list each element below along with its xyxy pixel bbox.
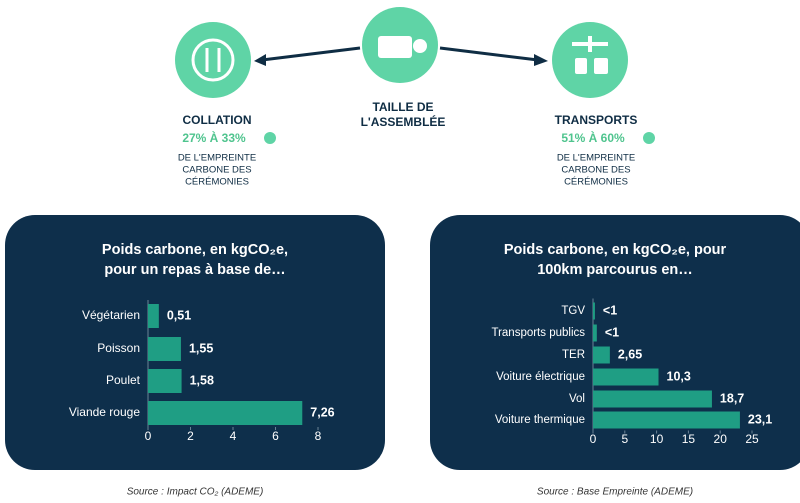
x-tick-label: 2 xyxy=(187,429,194,443)
category-label: Poisson xyxy=(97,341,140,355)
source: Source : Base Empreinte (ADEME) xyxy=(537,487,693,498)
chart-title: pour un repas à base de… xyxy=(104,262,285,278)
value-label: 23,1 xyxy=(748,412,772,426)
bar xyxy=(148,304,159,328)
value-label: 10,3 xyxy=(667,369,691,383)
category-label: Poulet xyxy=(106,373,141,387)
category-label: Transports publics xyxy=(491,327,585,339)
chart-title: 100km parcourus en… xyxy=(537,262,693,278)
bar xyxy=(593,411,740,429)
header-description: CÉRÉMONIES xyxy=(185,177,249,188)
x-tick-label: 6 xyxy=(272,429,279,443)
x-tick-label: 4 xyxy=(230,429,237,443)
bar xyxy=(593,368,659,386)
value-label: <1 xyxy=(605,325,619,339)
header-description: CARBONE DES xyxy=(561,165,630,176)
chart-title: Poids carbone, en kgCO₂e, xyxy=(102,242,288,258)
source: Source : Impact CO₂ (ADEME) xyxy=(127,487,264,498)
category-label: Viande rouge xyxy=(69,405,141,419)
category-label: Vol xyxy=(569,393,585,405)
x-tick-label: 20 xyxy=(714,432,728,446)
header-title: COLLATION xyxy=(182,113,251,127)
x-tick-label: 10 xyxy=(650,432,664,446)
header-description: DE L'EMPREINTE xyxy=(557,153,635,164)
category-label: Voiture thermique xyxy=(495,414,585,426)
train-icon xyxy=(575,58,587,74)
value-label: 2,65 xyxy=(618,347,642,361)
header-title: TRANSPORTS xyxy=(555,113,638,127)
people-icon xyxy=(413,39,427,53)
bar xyxy=(593,302,595,320)
header-title: L'ASSEMBLÉE xyxy=(361,114,446,129)
bar xyxy=(593,346,610,364)
value-label: 18,7 xyxy=(720,391,744,405)
table-icon xyxy=(378,36,412,58)
arrow-head xyxy=(254,54,266,66)
x-tick-label: 0 xyxy=(590,432,597,446)
category-label: TER xyxy=(562,349,585,361)
value-label: 1,58 xyxy=(190,373,214,387)
x-tick-label: 25 xyxy=(745,432,759,446)
category-label: TGV xyxy=(561,305,585,317)
value-label: <1 xyxy=(603,303,617,317)
arrow xyxy=(439,46,539,62)
header-description: CÉRÉMONIES xyxy=(564,177,628,188)
x-tick-label: 5 xyxy=(621,432,628,446)
bar xyxy=(148,401,303,425)
header-title: TAILLE DE xyxy=(372,100,433,114)
chart-title: Poids carbone, en kgCO₂e, pour xyxy=(504,242,727,258)
arrow xyxy=(261,46,361,62)
plate-icon xyxy=(191,38,235,82)
arrow-head xyxy=(534,54,548,66)
bar xyxy=(148,337,181,361)
bar xyxy=(148,369,182,393)
header-share: 51% À 60% xyxy=(561,130,625,145)
icons xyxy=(175,7,655,144)
value-label: 7,26 xyxy=(310,405,334,419)
bus-icon xyxy=(594,58,608,74)
header-description: CARBONE DES xyxy=(182,165,251,176)
plane-icon xyxy=(572,36,608,52)
bar xyxy=(593,390,712,408)
header-description: DE L'EMPREINTE xyxy=(178,153,256,164)
c-badge xyxy=(264,132,276,144)
icon-circle xyxy=(552,22,628,98)
x-tick-label: 0 xyxy=(145,429,152,443)
x-tick-label: 8 xyxy=(315,429,322,443)
header-share: 27% À 33% xyxy=(182,130,246,145)
icon-circle xyxy=(175,22,251,98)
category-label: Voiture électrique xyxy=(496,371,585,383)
c-badge xyxy=(643,132,655,144)
x-tick-label: 15 xyxy=(682,432,696,446)
category-label: Végétarien xyxy=(82,308,140,322)
bar xyxy=(593,324,597,342)
value-label: 0,51 xyxy=(167,308,191,322)
value-label: 1,55 xyxy=(189,341,213,355)
